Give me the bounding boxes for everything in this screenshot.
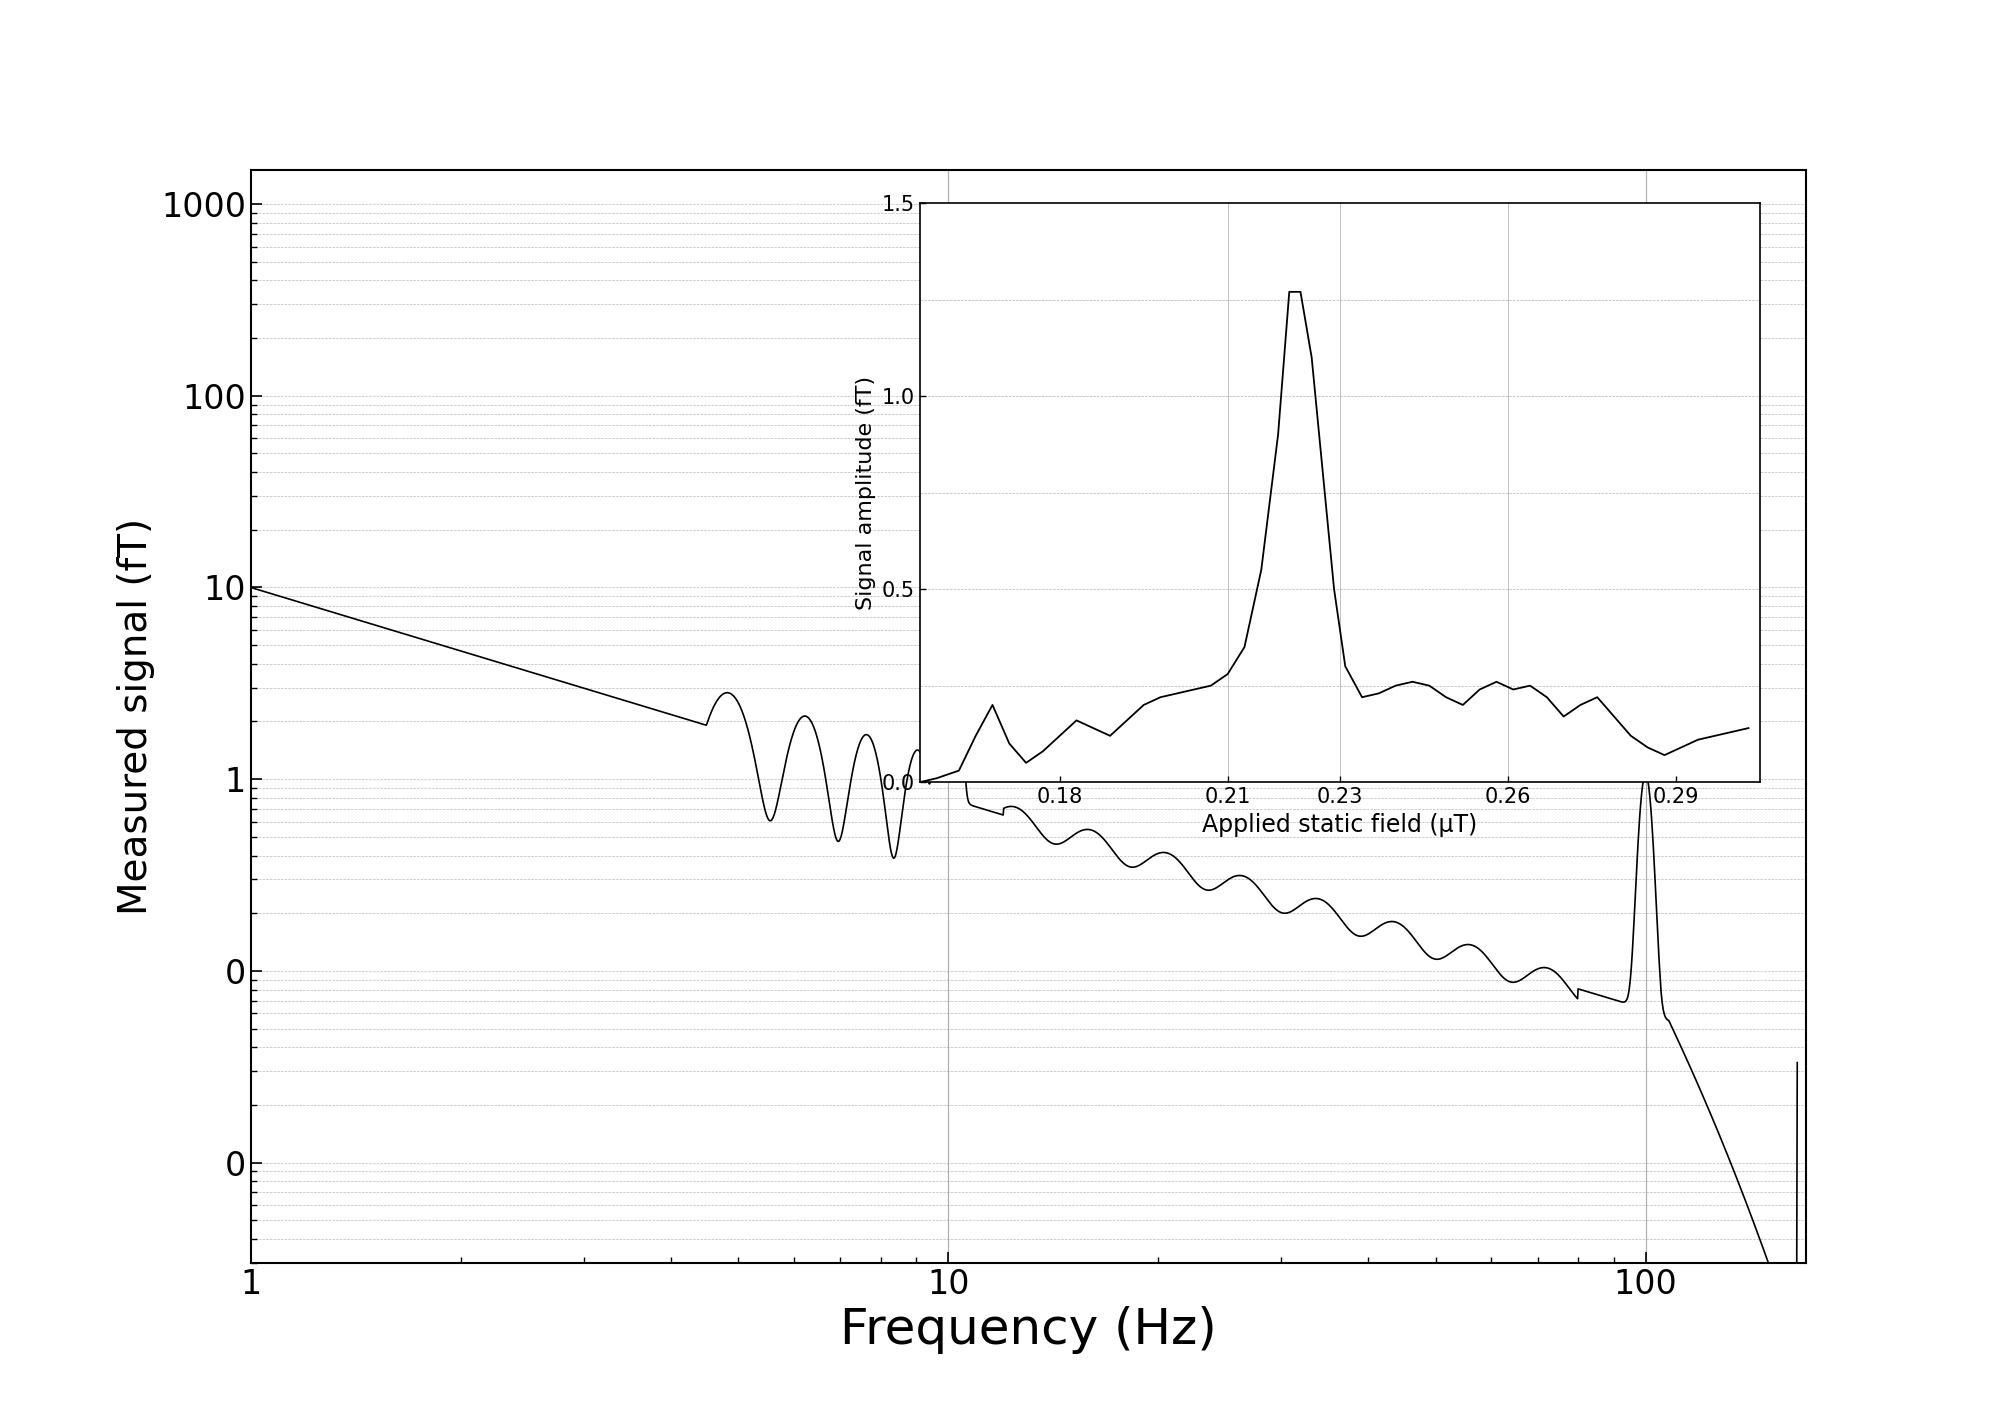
Y-axis label: Signal amplitude (fT): Signal amplitude (fT) [857,376,877,610]
X-axis label: Applied static field (μT): Applied static field (μT) [1202,813,1477,837]
X-axis label: Frequency (Hz): Frequency (Hz) [841,1307,1216,1354]
Y-axis label: Measured signal (fT): Measured signal (fT) [118,518,155,915]
